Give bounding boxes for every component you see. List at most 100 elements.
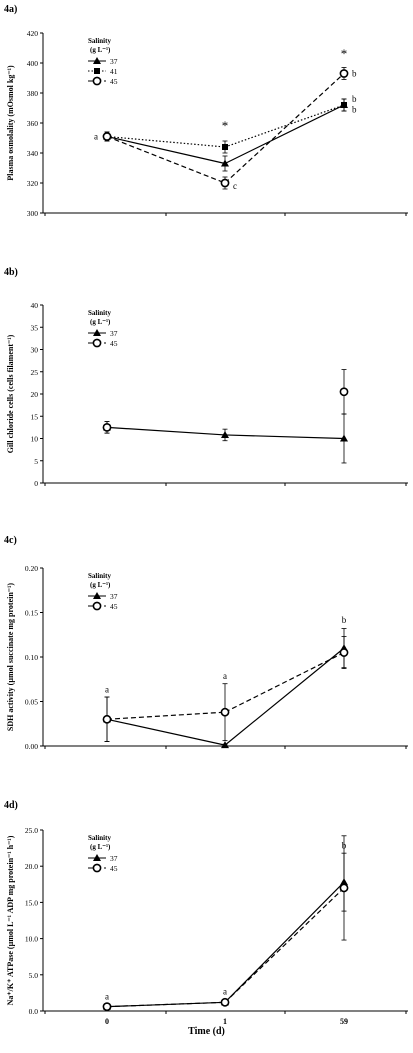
series-line-segment: [106, 426, 226, 436]
data-point: [221, 159, 229, 167]
legend-marker: [92, 76, 102, 86]
data-point: [340, 434, 348, 442]
legend-title: Salinity: [88, 37, 111, 45]
chart-panel-3: 4c) 0.00 0.05 0.10 0.15 0.20 SDH activity (µmo…: [4, 535, 408, 751]
y-tick-label: 0.15: [25, 609, 38, 618]
data-point: [339, 387, 349, 397]
y-tick-label: 0.10: [25, 653, 38, 662]
legend-series-name: 45: [110, 77, 118, 86]
legend-marker: [92, 338, 102, 348]
annotation-label: b: [352, 69, 357, 79]
series-line-segment: [106, 135, 226, 165]
y-tick-label: 360: [27, 119, 39, 128]
series-line-segment: [224, 104, 345, 148]
legend-series-name: 37: [110, 57, 118, 66]
legend-series-name: 37: [110, 592, 118, 601]
annotation-label: a: [223, 671, 227, 681]
legend-series-name: 45: [110, 864, 118, 873]
legend-series-name: 37: [110, 329, 118, 338]
data-point: [222, 144, 228, 150]
y-tick-label: 320: [27, 179, 39, 188]
annotation-label: b: [342, 840, 347, 850]
legend-series-name: 37: [110, 854, 118, 863]
panel-label: 4c): [4, 535, 17, 546]
series-line-segment: [224, 652, 345, 713]
legend-title-unit: (g L⁻¹): [90, 843, 111, 851]
series-line-segment: [106, 1001, 226, 1008]
annotation-label: *: [341, 46, 348, 61]
legend-title-unit: (g L⁻¹): [90, 46, 111, 54]
legend-title-unit: (g L⁻¹): [90, 581, 111, 589]
series-line-segment: [224, 434, 345, 440]
legend-marker: [94, 68, 100, 74]
y-tick-label: 25.0: [25, 826, 38, 835]
annotation-label: b: [342, 615, 347, 625]
series-line-segment: [224, 104, 345, 165]
legend-title-unit: (g L⁻¹): [90, 318, 111, 326]
annotation-label: a: [105, 992, 109, 1002]
data-point: [102, 1002, 112, 1012]
data-point: [339, 648, 349, 657]
series-45: [102, 636, 349, 742]
y-tick-label: 340: [27, 149, 39, 158]
series-line-segment: [224, 887, 345, 1003]
legend-marker: [93, 592, 101, 599]
annotation-label: c: [233, 181, 237, 191]
x-tick-label: 59: [340, 1017, 348, 1026]
series-line-segment: [106, 135, 226, 148]
y-tick-label: 20: [31, 390, 39, 399]
data-point: [220, 707, 230, 717]
data-point: [102, 714, 112, 724]
series-37: [103, 413, 348, 464]
legend-marker: [92, 863, 102, 873]
series-line-segment: [106, 711, 226, 720]
series-37: [103, 98, 348, 172]
y-tick-label: 5: [34, 457, 38, 466]
legend-series-name: 45: [110, 602, 118, 611]
data-point: [341, 102, 347, 108]
y-tick-label: 0: [34, 479, 38, 488]
series-line-segment: [224, 881, 345, 1003]
y-tick-label: 420: [27, 29, 39, 38]
data-point: [339, 69, 349, 78]
series-line-segment: [224, 647, 345, 746]
annotation-label: a: [223, 987, 227, 997]
legend-marker: [93, 57, 101, 64]
legend-title: Salinity: [88, 572, 111, 580]
y-tick-label: 40: [31, 301, 39, 310]
y-tick-label: 400: [27, 59, 39, 68]
y-tick-label: 35: [31, 323, 39, 332]
y-tick-label: 0.05: [25, 698, 38, 707]
y-tick-label: 380: [27, 89, 39, 98]
annotation-label: b: [352, 105, 357, 115]
annotation-label: b: [352, 94, 357, 104]
y-tick-label: 15.0: [25, 898, 38, 907]
data-point: [102, 422, 112, 432]
panel-label: 4d): [4, 800, 18, 811]
annotation-label: a: [94, 132, 98, 142]
series-line-segment: [106, 135, 226, 184]
series-45: [102, 67, 349, 190]
panel-label: 4b): [4, 267, 18, 278]
y-tick-label: 0.20: [25, 564, 38, 573]
y-tick-label: 30: [31, 346, 39, 355]
y-tick-label: 0.0: [29, 1007, 39, 1016]
chart-panel-4: 4d) 0.0 5.0 10.0 15.0 20.0 25.0 0 1 59 Na⁺/K⁺ ATPa…: [4, 800, 408, 1026]
y-tick-label: 25: [31, 368, 39, 377]
series-line-segment: [106, 718, 226, 746]
legend-marker: [93, 329, 101, 336]
series-37: [103, 628, 348, 749]
data-point: [102, 132, 112, 141]
series-line-segment: [224, 73, 345, 184]
legend-title: Salinity: [88, 834, 111, 842]
data-point: [220, 178, 230, 188]
chart-panel-1: 4a) 300 320 340 360 380 400 420 Plasma osmolalit…: [4, 4, 408, 218]
x-tick-label: 1: [223, 1017, 227, 1026]
chart-panel-2: 4b) 0 5 10 15 20 25 30 35 40 Gill chloride cells (…: [4, 267, 408, 488]
x-axis-title: Time (d): [188, 1026, 225, 1037]
